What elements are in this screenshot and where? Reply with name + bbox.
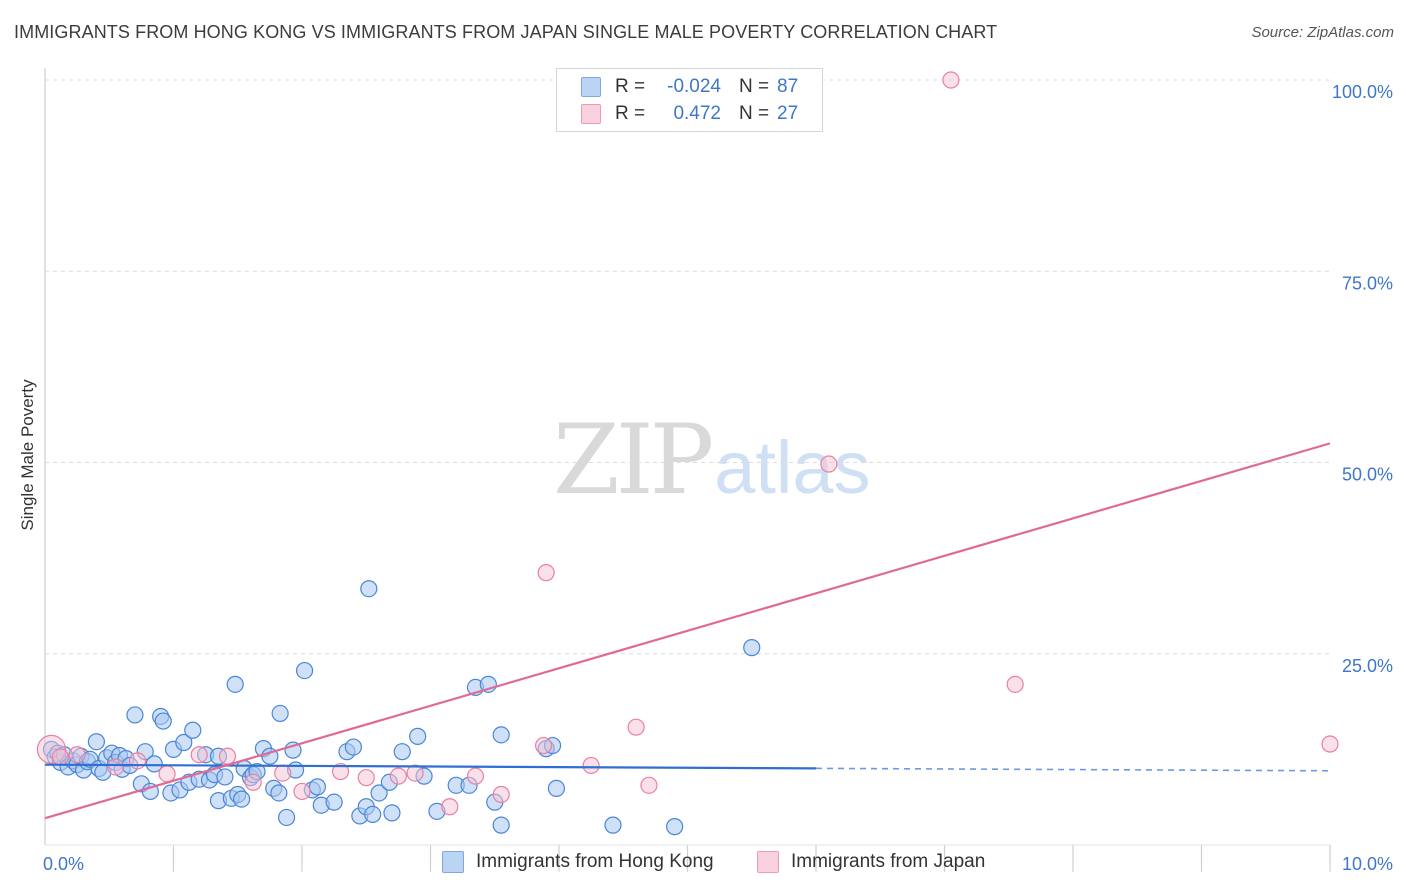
hk-point [233, 790, 251, 808]
jp-point [389, 767, 407, 785]
watermark: ZIPatlas [553, 404, 871, 516]
jp-point [107, 758, 125, 776]
bottom-legend-japan: Immigrants from Japan [757, 851, 985, 873]
hk-point [226, 675, 244, 693]
jp-point [244, 773, 262, 791]
jp-point [820, 455, 838, 473]
hk-point [87, 733, 106, 751]
jp-swatch [581, 104, 601, 124]
bottom-jp-swatch [757, 851, 779, 873]
chart-title: IMMIGRANTS FROM HONG KONG VS IMMIGRANTS … [14, 22, 998, 42]
jp-point [274, 764, 292, 782]
jp-point [1321, 735, 1339, 753]
jp-point [1006, 675, 1024, 693]
jp-n-label: N = [739, 103, 770, 124]
hk-point [145, 755, 163, 773]
y-tick-label: 25.0% [1342, 656, 1393, 676]
y-tick-label: 75.0% [1342, 273, 1393, 293]
correlation-legend: R = -0.024 N = 87 R = 0.472 N = 27 [556, 68, 823, 132]
jp-point [627, 718, 645, 736]
hk-point [154, 712, 172, 730]
jp-point [158, 765, 176, 783]
legend-row-hong-kong: R = -0.024 N = 87 [581, 76, 798, 98]
jp-n-value: 27 [777, 103, 799, 124]
hk-point [295, 661, 314, 680]
x-tick-label: 0.0% [43, 854, 84, 874]
jp-point [51, 748, 70, 766]
hk-point [216, 768, 234, 786]
legend-row-japan: R = 0.472 N = 27 [581, 103, 798, 125]
jp-point [406, 764, 424, 782]
hk-point [364, 805, 382, 824]
jp-point [357, 769, 375, 787]
hk-point [666, 818, 684, 836]
jp-trend-line [44, 442, 1331, 820]
hk-point [277, 808, 296, 827]
hk-n-label: N = [739, 76, 770, 97]
jp-point [582, 756, 600, 775]
hk-point [126, 706, 144, 724]
source-label: Source: ZipAtlas.com [1251, 24, 1394, 41]
jp-point [331, 762, 350, 781]
hk-point [393, 743, 411, 761]
jp-point [190, 746, 208, 764]
hk-point [308, 778, 327, 796]
bottom-legend-hong-kong: Immigrants from Hong Kong [442, 851, 714, 873]
hk-point [344, 738, 362, 756]
hk-point [271, 704, 289, 723]
bottom-hk-label: Immigrants from Hong Kong [476, 851, 714, 872]
hk-trend-line [44, 763, 817, 770]
jp-point [218, 747, 237, 765]
hk-point [360, 580, 378, 598]
watermark-atlas: atlas [714, 426, 871, 509]
hk-point [492, 726, 510, 744]
hk-r-value: -0.024 [667, 76, 721, 97]
hk-point [604, 816, 622, 834]
hk-swatch [581, 77, 601, 97]
hk-point [383, 804, 401, 822]
jp-r-value: 0.472 [673, 103, 721, 124]
watermark-zip: ZIP [553, 404, 714, 516]
bottom-jp-label: Immigrants from Japan [791, 851, 986, 872]
hk-point [184, 721, 202, 739]
hk-point [409, 727, 427, 745]
hk-point [175, 733, 193, 752]
bottom-hk-swatch [442, 851, 464, 873]
jp-point [466, 767, 485, 785]
hk-n-value: 87 [777, 76, 799, 97]
jp-point [68, 746, 86, 764]
x-tick-label: 10.0% [1342, 854, 1393, 874]
hk-r-label: R = [615, 76, 646, 97]
hk-point [492, 816, 510, 834]
jp-point [441, 798, 459, 816]
jp-point [537, 564, 555, 582]
jp-point [942, 71, 960, 89]
y-tick-label: 100.0% [1332, 82, 1393, 102]
hk-point [325, 793, 343, 811]
jp-point [640, 776, 658, 794]
jp-point [492, 785, 510, 804]
jp-point [534, 736, 553, 755]
hk-trend-extension [815, 767, 1331, 772]
jp-r-label: R = [615, 103, 646, 124]
y-tick-label: 50.0% [1342, 465, 1393, 485]
hk-point [270, 784, 288, 802]
jp-point [293, 782, 311, 801]
hk-point [547, 779, 566, 797]
jp-point [128, 752, 147, 770]
hk-point [370, 784, 388, 802]
hk-point [743, 639, 761, 657]
